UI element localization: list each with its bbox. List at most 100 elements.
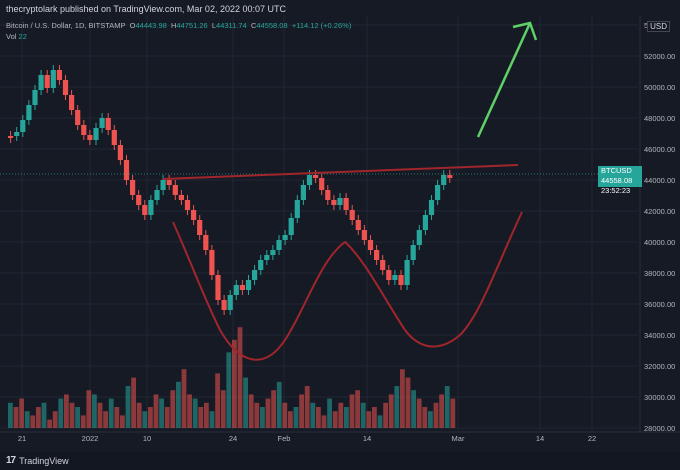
candle-body bbox=[166, 180, 172, 185]
candle-body bbox=[447, 175, 453, 178]
volume-bar bbox=[327, 398, 332, 428]
candle-body bbox=[300, 185, 306, 200]
candle-body bbox=[123, 160, 130, 180]
volume-bar bbox=[19, 398, 24, 428]
candle-body bbox=[441, 175, 447, 185]
price-axis-label: 48000.00 bbox=[644, 114, 675, 123]
candle-body bbox=[313, 175, 319, 178]
volume-bar bbox=[349, 394, 355, 428]
symbol-name[interactable]: Bitcoin / U.S. Dollar, 1D, BITSTAMP bbox=[6, 21, 126, 30]
candle-body bbox=[386, 270, 392, 280]
candle-body bbox=[38, 75, 44, 90]
candle-body bbox=[117, 145, 123, 160]
volume-bar bbox=[288, 411, 293, 428]
time-axis-label: Feb bbox=[278, 434, 291, 443]
volume-bar bbox=[433, 402, 439, 428]
time-axis-label: 24 bbox=[229, 434, 237, 443]
volume-bar bbox=[276, 381, 282, 428]
neckline-drawing bbox=[162, 164, 519, 180]
volume-bar bbox=[75, 407, 80, 428]
candle-body bbox=[154, 190, 160, 200]
currency-label[interactable]: USD bbox=[647, 21, 670, 32]
volume-bar bbox=[416, 398, 422, 428]
price-axis-label: 30000.00 bbox=[644, 393, 675, 402]
volume-bar bbox=[260, 407, 265, 428]
volume-bar bbox=[316, 407, 321, 428]
tradingview-icon: 17 bbox=[6, 455, 16, 466]
change-value: +114.12 (+0.26%) bbox=[291, 21, 352, 30]
volume-bar bbox=[237, 327, 243, 428]
tradingview-logo[interactable]: 17 TradingView bbox=[6, 455, 69, 466]
volume-bar bbox=[30, 415, 36, 428]
candle-body bbox=[355, 220, 361, 230]
volume-value: 22 bbox=[18, 32, 27, 41]
volume-bar bbox=[198, 407, 204, 428]
volume-bar bbox=[444, 386, 450, 428]
volume-legend: Vol 22 bbox=[6, 32, 27, 41]
volume-bar bbox=[47, 419, 52, 428]
volume-bar bbox=[153, 394, 159, 428]
badge-price: 44558.08 bbox=[601, 176, 633, 185]
volume-bar bbox=[80, 415, 86, 428]
candle-body bbox=[361, 230, 367, 240]
price-axis-label: 50000.00 bbox=[644, 83, 675, 92]
volume-bar bbox=[243, 377, 248, 428]
candle-body bbox=[245, 280, 252, 290]
high-value: 44751.26 bbox=[176, 21, 208, 30]
price-axis-label: 42000.00 bbox=[644, 207, 675, 216]
volume-bar bbox=[58, 398, 64, 428]
publish-header: thecryptolark published on TradingView.c… bbox=[0, 0, 680, 16]
candle-body bbox=[184, 200, 191, 210]
volume-bar bbox=[131, 377, 136, 428]
volume-bar bbox=[120, 415, 125, 428]
volume-bar bbox=[136, 402, 142, 428]
volume-bar bbox=[170, 390, 176, 428]
candle-body bbox=[233, 285, 239, 295]
volume-bar bbox=[439, 394, 444, 428]
volume-bar bbox=[181, 369, 187, 428]
volume-bar bbox=[226, 352, 232, 428]
candle-body bbox=[221, 300, 227, 310]
price-axis-label: 38000.00 bbox=[644, 269, 675, 278]
price-axis-label: 36000.00 bbox=[644, 300, 675, 309]
volume-bar bbox=[338, 402, 344, 428]
volume-bar bbox=[299, 394, 304, 428]
volume-bar bbox=[215, 373, 220, 428]
candle-body bbox=[270, 250, 276, 255]
volume-bar bbox=[400, 369, 405, 428]
volume-bar bbox=[108, 398, 114, 428]
candle-body bbox=[422, 215, 428, 230]
open-value: 44443.98 bbox=[135, 21, 167, 30]
volume-bar bbox=[355, 390, 360, 428]
candle-body bbox=[62, 80, 69, 95]
volume-bar bbox=[388, 394, 394, 428]
brand-name: TradingView bbox=[19, 455, 69, 466]
volume-bar bbox=[176, 381, 181, 428]
volume-bar bbox=[187, 394, 192, 428]
candle-body bbox=[331, 200, 337, 205]
volume-bar bbox=[8, 402, 13, 428]
candle-body bbox=[306, 175, 313, 185]
candle-body bbox=[75, 110, 81, 125]
candle-body bbox=[239, 285, 245, 290]
candle-body bbox=[288, 218, 294, 235]
volume-bar bbox=[64, 394, 69, 428]
candle-body bbox=[178, 195, 184, 200]
candle-body bbox=[87, 135, 93, 140]
volume-bar bbox=[248, 394, 254, 428]
publish-info: thecryptolark published on TradingView.c… bbox=[6, 4, 286, 14]
candle-body bbox=[44, 75, 50, 88]
candle-body bbox=[209, 250, 215, 275]
volume-bar bbox=[114, 407, 120, 428]
symbol-legend: Bitcoin / U.S. Dollar, 1D, BITSTAMP O444… bbox=[6, 21, 352, 30]
candle-body bbox=[398, 275, 404, 285]
volume-bar bbox=[69, 402, 75, 428]
badge-ticker: BTCUSD bbox=[601, 166, 632, 175]
time-axis-label: 10 bbox=[143, 434, 151, 443]
last-price-badge: BTCUSD 44558.08 23:52:23 bbox=[598, 166, 642, 195]
candle-body bbox=[392, 275, 398, 280]
volume-bar bbox=[321, 415, 327, 428]
volume-bar bbox=[254, 402, 260, 428]
